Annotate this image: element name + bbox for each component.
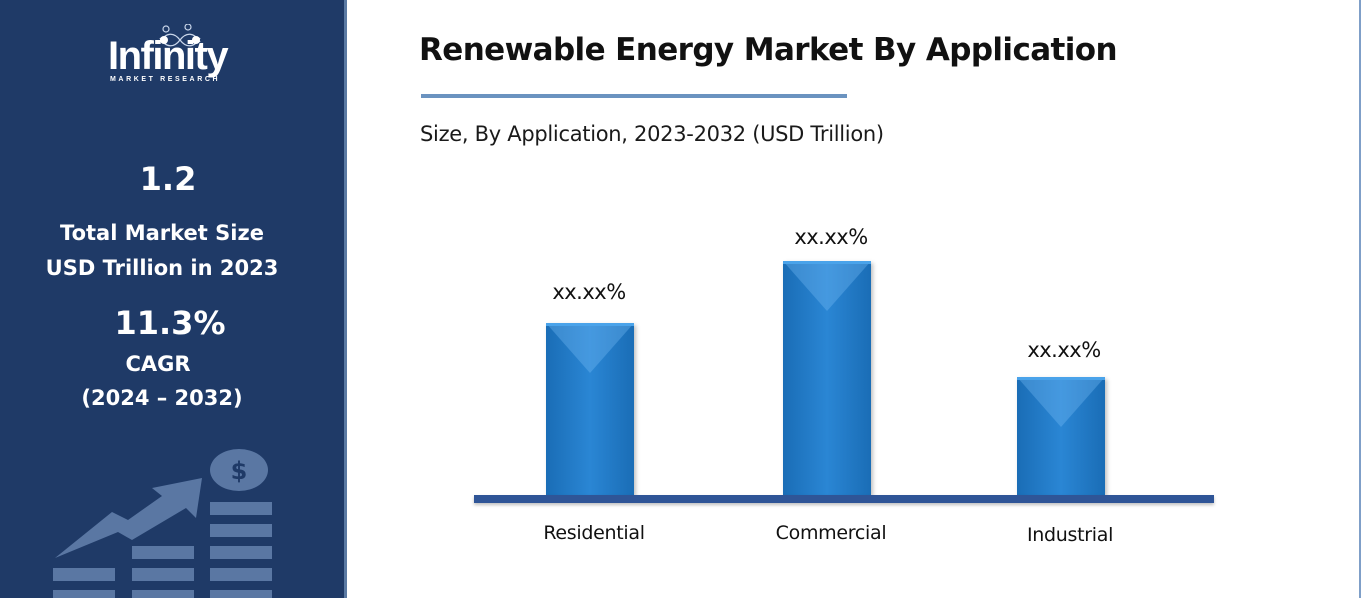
category-label-commercial: Commercial bbox=[775, 522, 887, 544]
title-underline bbox=[421, 94, 847, 98]
chart-subtitle: Size, By Application, 2023-2032 (USD Tri… bbox=[420, 122, 884, 146]
svg-text:$: $ bbox=[231, 457, 248, 485]
bar-commercial bbox=[783, 261, 871, 495]
bar-value-label: xx.xx% bbox=[1027, 338, 1101, 362]
market-size-value: 1.2 bbox=[139, 160, 197, 198]
logo-wordmark: Infinity bbox=[108, 34, 229, 78]
right-border bbox=[1359, 0, 1361, 598]
category-label-industrial: Industrial bbox=[1026, 524, 1114, 546]
bar-residential bbox=[546, 323, 634, 495]
category-label-residential: Residential bbox=[543, 522, 645, 544]
sidebar-divider bbox=[344, 0, 347, 598]
infinity-logo-icon bbox=[159, 24, 201, 47]
market-size-label-line2: USD Trillion in 2023 bbox=[45, 256, 279, 280]
cagr-label: CAGR bbox=[125, 352, 191, 376]
market-size-label-line1: Total Market Size bbox=[60, 221, 264, 245]
logo-subtitle: MARKET RESEARCH bbox=[110, 76, 221, 83]
company-logo: Infinity MARKET RESEARCH bbox=[104, 24, 244, 88]
bar-value-label: xx.xx% bbox=[794, 225, 868, 249]
bar-industrial bbox=[1017, 377, 1105, 495]
growth-chart-dollar-icon: $ bbox=[53, 449, 272, 598]
market-size-label: Total Market Size USD Trillion in 2023 bbox=[0, 216, 334, 286]
x-axis-baseline bbox=[474, 495, 1214, 503]
cagr-period: (2024 – 2032) bbox=[81, 386, 243, 410]
cagr-value: 11.3% bbox=[114, 304, 226, 342]
chart-title: Renewable Energy Market By Application bbox=[419, 32, 1118, 68]
bar-value-label: xx.xx% bbox=[552, 280, 626, 304]
sidebar: Infinity MARKET RESEARCH 1.2 Total Marke… bbox=[0, 0, 344, 598]
